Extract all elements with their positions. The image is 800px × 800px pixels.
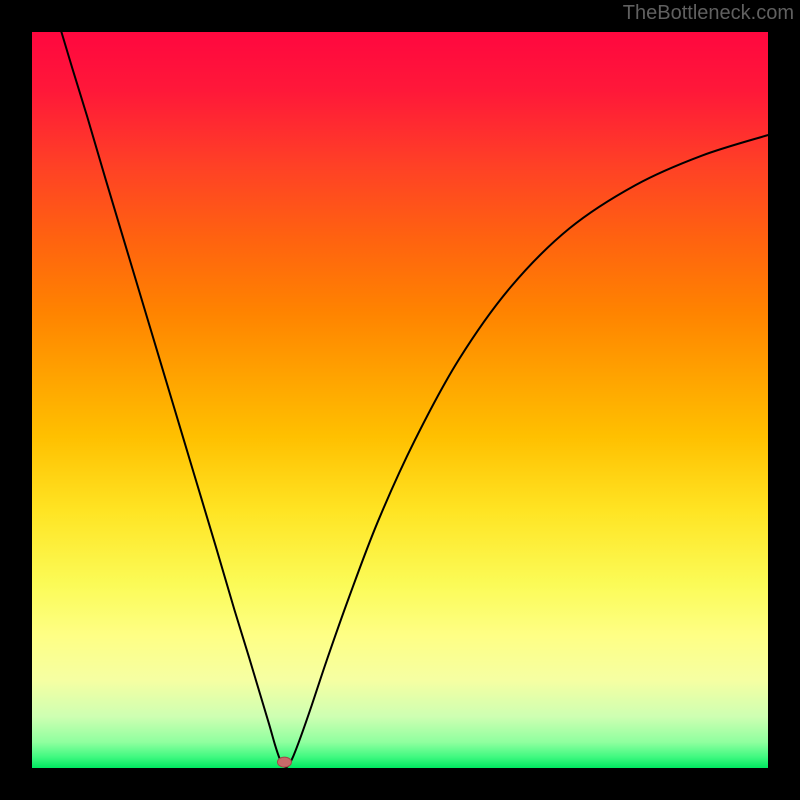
chart-plot-area [32, 32, 768, 768]
watermark-text: TheBottleneck.com [623, 2, 794, 25]
optimum-marker [277, 757, 291, 767]
chart-svg [0, 0, 800, 800]
bottleneck-chart [0, 0, 800, 800]
